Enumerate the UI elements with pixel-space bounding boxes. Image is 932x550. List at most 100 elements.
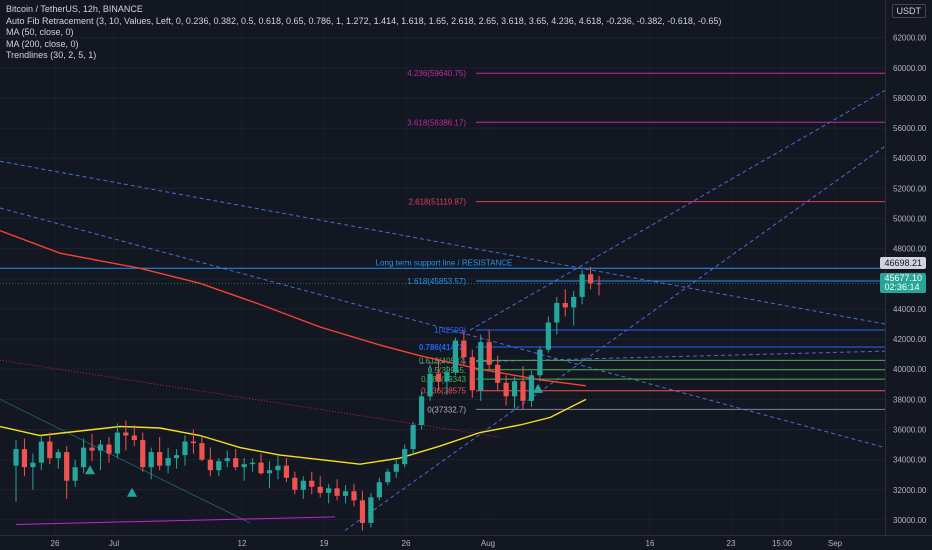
candle-body xyxy=(47,441,53,459)
candle-body xyxy=(157,452,163,466)
ma200-indicator-label[interactable]: MA (200, close, 0) xyxy=(6,38,79,49)
candle-body xyxy=(72,467,78,481)
fib-level-label: 0.382(39343 xyxy=(421,375,466,384)
candle-body xyxy=(351,491,357,501)
candle-body xyxy=(190,441,197,444)
x-axis-label: Aug xyxy=(481,539,495,548)
candle-body xyxy=(444,372,450,382)
candle-body xyxy=(537,349,543,376)
candle-body xyxy=(207,459,213,471)
x-axis-label: 23 xyxy=(727,539,736,548)
candle-body xyxy=(385,471,391,483)
candle-body xyxy=(452,340,458,373)
fib-level-label: 0.786(41472. xyxy=(419,343,466,352)
candle-body xyxy=(562,302,568,308)
candle-body xyxy=(81,447,87,468)
fib-level-label: 2.618(51119.87) xyxy=(408,198,466,207)
y-axis-label: 44000.00 xyxy=(893,305,927,314)
currency-badge[interactable]: USDT xyxy=(891,4,926,18)
teal-trendline xyxy=(0,399,251,524)
x-axis-label: Sep xyxy=(828,539,843,548)
buy-signal-marker xyxy=(533,383,543,393)
y-axis-label: 38000.00 xyxy=(893,395,927,404)
candle-body xyxy=(241,464,247,468)
candle-body xyxy=(579,274,585,297)
candle-body xyxy=(503,382,509,397)
candle-body xyxy=(182,441,188,456)
candle-body xyxy=(342,491,349,496)
resistance-price-badge: 46698.21 xyxy=(880,257,926,269)
y-axis-label: 60000.00 xyxy=(893,64,927,73)
candle-body xyxy=(224,458,230,462)
candle-body xyxy=(317,486,323,493)
candle-body xyxy=(419,396,425,425)
last-price-badge: 45677.10 02:36:14 xyxy=(880,273,926,293)
descending-trendline xyxy=(0,207,886,449)
fib-level-label: 1(42599) xyxy=(434,326,466,335)
channel-lower-line xyxy=(344,145,886,531)
candle-body xyxy=(216,461,222,471)
x-axis-label: 16 xyxy=(646,539,655,548)
candle-body xyxy=(89,447,95,451)
candle-body xyxy=(588,274,594,284)
candle-body xyxy=(131,435,137,441)
candle-body xyxy=(486,342,492,365)
candle-body xyxy=(478,342,484,391)
candle-body xyxy=(114,432,120,454)
candle-body xyxy=(545,322,551,350)
fib-level-label: 0.236(38575 xyxy=(421,387,466,396)
candle-body xyxy=(435,373,442,382)
dotted-trendline xyxy=(0,359,501,438)
candle-body xyxy=(266,470,273,474)
chart-legend: Bitcoin / TetherUS, 12h, BINANCE Auto Fi… xyxy=(6,4,721,62)
candle-body xyxy=(64,452,70,481)
candle-body xyxy=(359,500,366,523)
fib-indicator-label[interactable]: Auto Fib Retracement (3, 10, Values, Lef… xyxy=(6,15,722,26)
x-axis-label: 26 xyxy=(51,539,60,548)
candle-body xyxy=(520,381,526,401)
channel-upper-line xyxy=(469,89,886,331)
fib-level-label: 0(37332.7) xyxy=(427,405,466,414)
symbol-title: Bitcoin / TetherUS, 12h, BINANCE xyxy=(6,4,143,14)
candle-body xyxy=(402,449,408,465)
candle-body xyxy=(21,449,28,468)
y-axis-label: 36000.00 xyxy=(893,426,927,435)
candle-body xyxy=(393,464,399,472)
candle-body xyxy=(275,465,281,471)
candle-body xyxy=(326,488,332,493)
y-axis-label: 32000.00 xyxy=(893,486,927,495)
fib-level-label: 4.236(59640.75) xyxy=(407,69,466,78)
trendlines-indicator-label[interactable]: Trendlines (30, 2, 5, 1) xyxy=(6,50,97,60)
candle-body xyxy=(528,375,535,401)
candle-body xyxy=(30,462,36,468)
y-axis-label: 48000.00 xyxy=(893,245,927,254)
x-axis-label: Jul xyxy=(109,539,119,548)
long-term-trendline xyxy=(0,160,886,325)
support-base-line xyxy=(15,516,336,525)
candle-body xyxy=(427,373,433,397)
y-axis-label: 50000.00 xyxy=(893,215,927,224)
candle-body xyxy=(199,443,205,460)
last-price-value: 45677.10 xyxy=(884,273,922,283)
ma50-line xyxy=(0,398,587,465)
y-axis-label: 42000.00 xyxy=(893,335,927,344)
candle-body xyxy=(97,444,104,451)
candle-body xyxy=(368,497,374,523)
y-axis-label: 58000.00 xyxy=(893,94,927,103)
x-axis-label: 15:00 xyxy=(772,539,793,548)
y-axis-label: 62000.00 xyxy=(893,34,927,43)
resistance-annotation: Long term support line / RESISTANCE xyxy=(376,258,513,267)
candle-body xyxy=(55,452,61,459)
x-axis-label: 12 xyxy=(238,539,247,548)
buy-signal-marker xyxy=(127,487,137,497)
fib-level-label: 3.618(56386.17) xyxy=(407,118,466,127)
bar-countdown: 02:36:14 xyxy=(884,282,920,292)
ma50-indicator-label[interactable]: MA (50, close, 0) xyxy=(6,27,74,37)
y-axis-label: 56000.00 xyxy=(893,124,927,133)
candle-body xyxy=(140,440,146,468)
x-axis-label: 19 xyxy=(320,539,329,548)
candle-body xyxy=(173,455,180,459)
candle-body xyxy=(495,364,501,383)
candle-body xyxy=(461,340,467,358)
